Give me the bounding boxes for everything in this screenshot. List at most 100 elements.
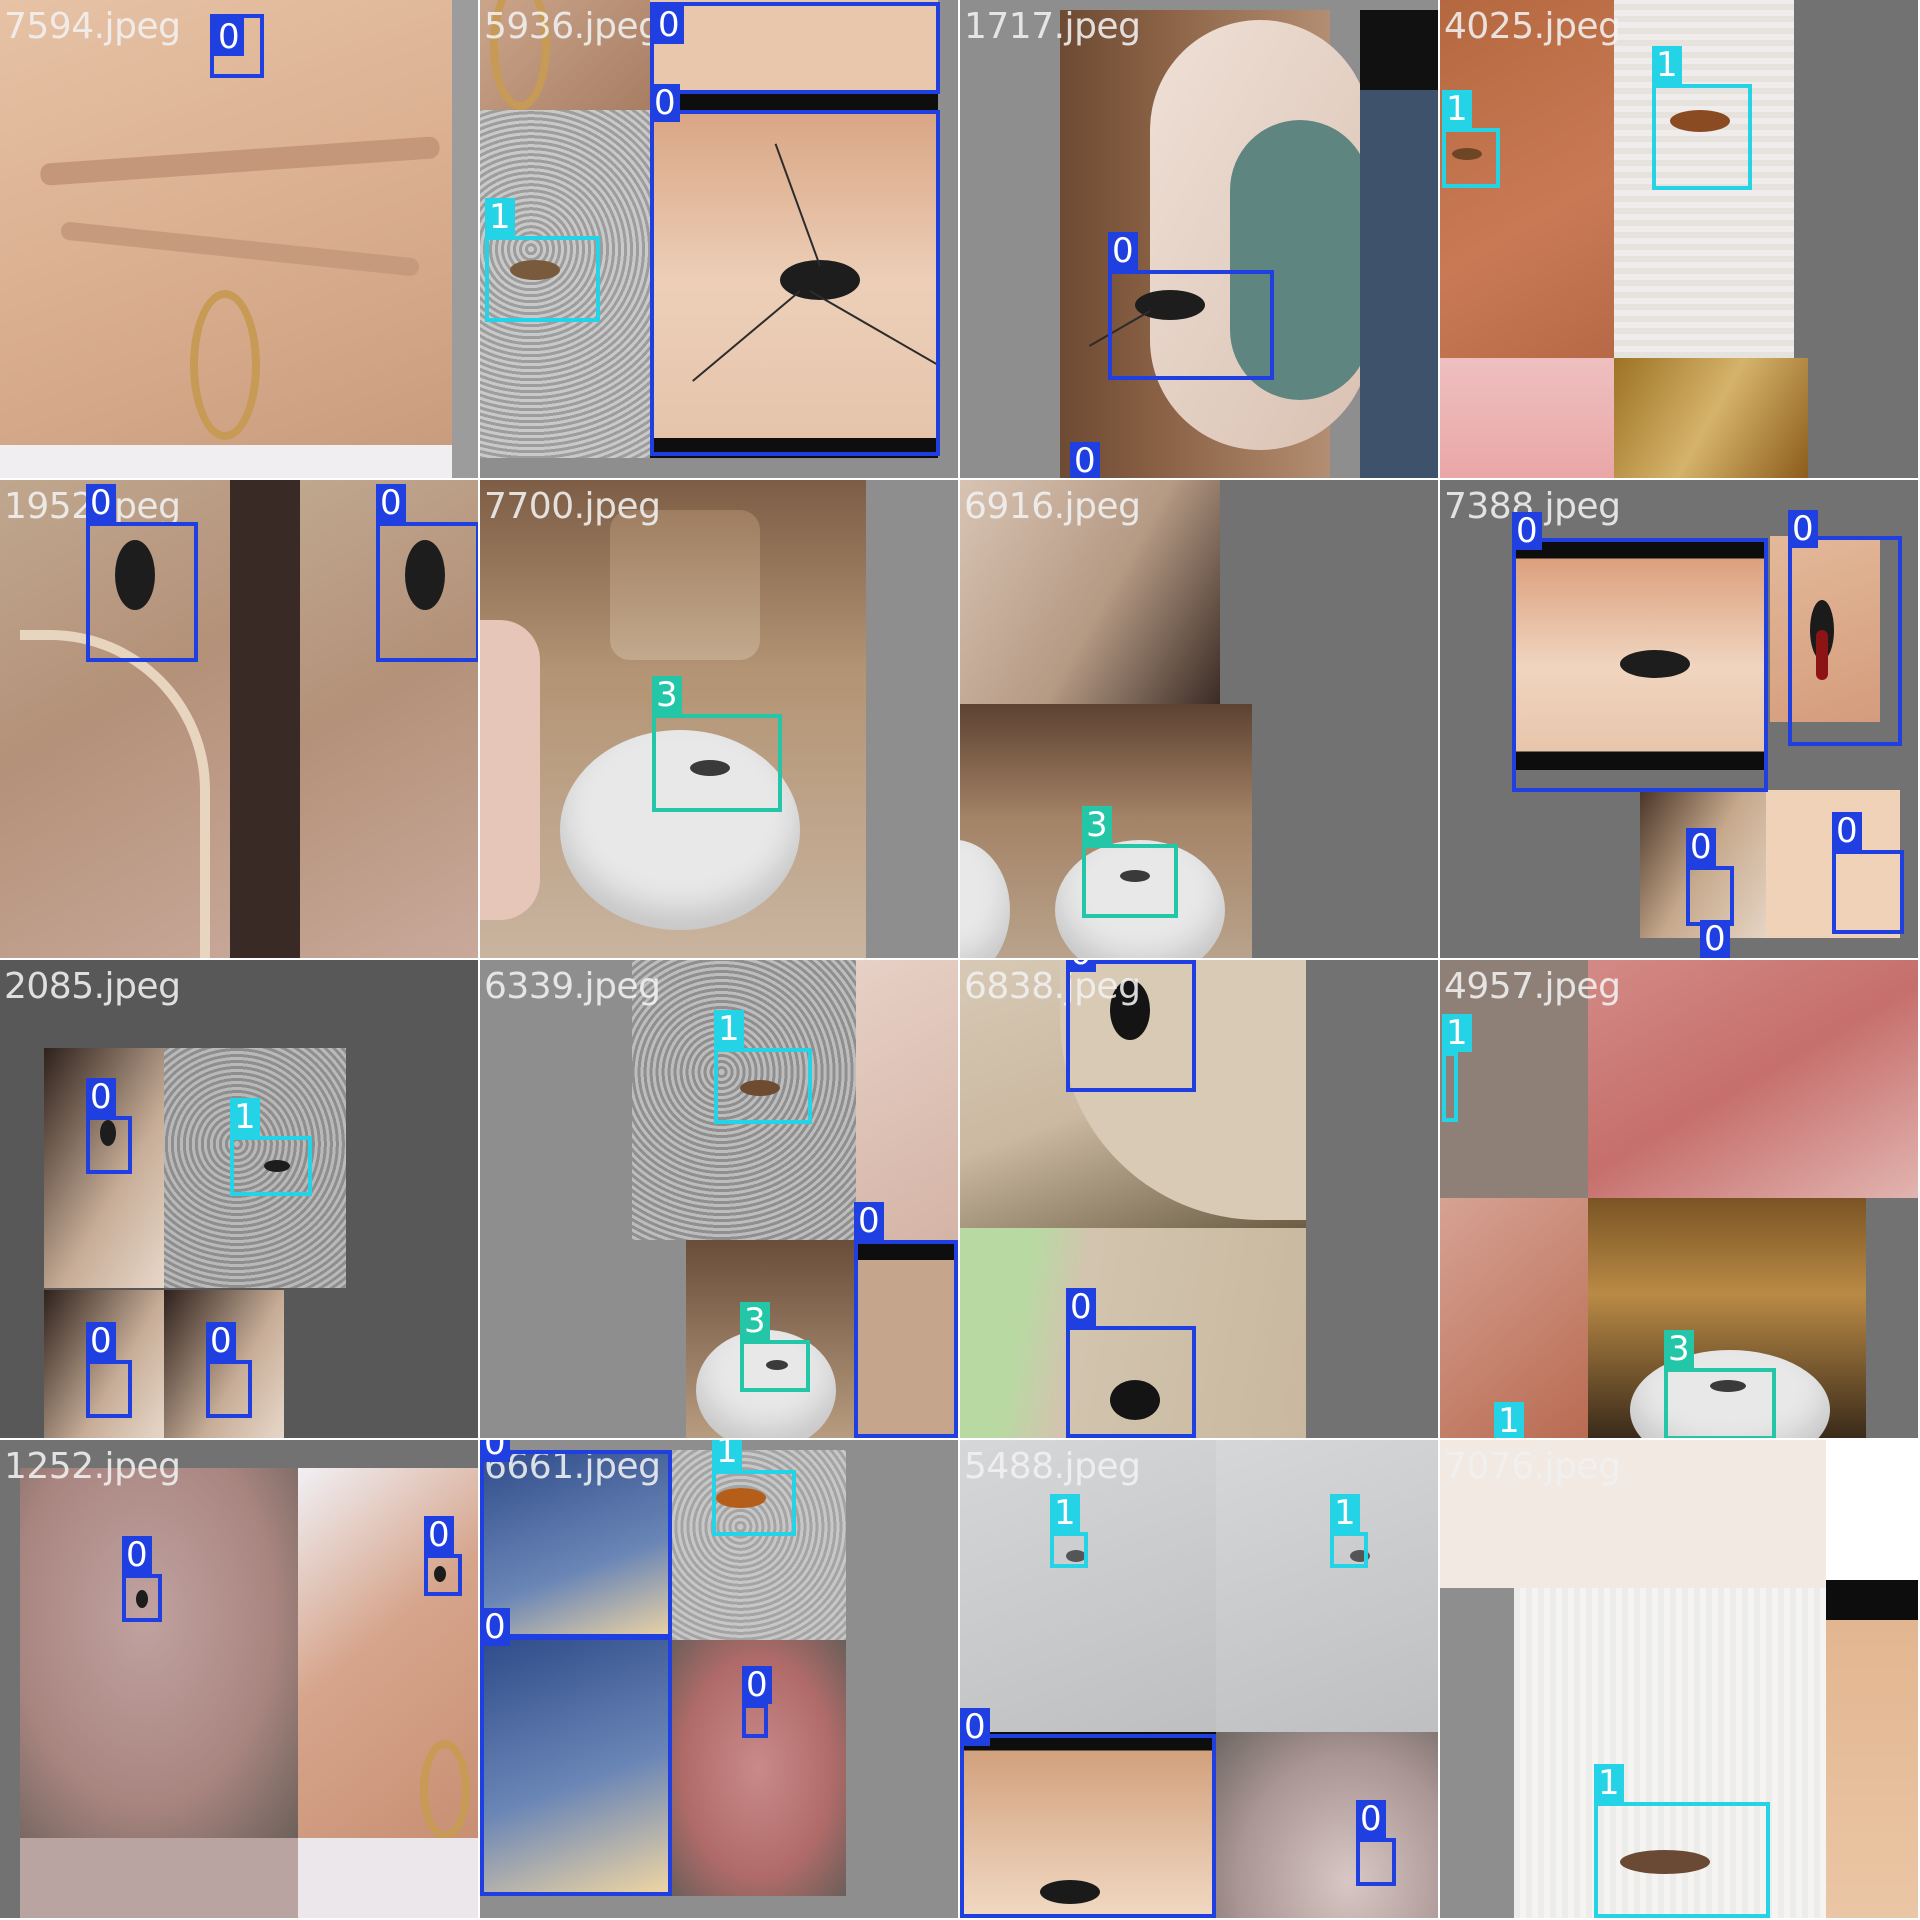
bounding-box: 0	[1788, 510, 1902, 746]
class-label: 0	[1686, 828, 1716, 866]
image-patch	[1440, 0, 1614, 358]
image-patch	[1440, 358, 1614, 478]
mosquito-shape	[780, 260, 860, 300]
class-label: 0	[214, 18, 244, 56]
class-label: 0	[480, 1608, 510, 1646]
class-label: 1	[485, 198, 515, 236]
bounding-box: 0	[1066, 1288, 1196, 1438]
class-label: 0	[1070, 442, 1100, 478]
mosaic-tile: 6916.jpeg 3	[960, 480, 1438, 958]
bounding-box: 0	[480, 1608, 672, 1896]
bottle-cap-shape	[560, 730, 800, 930]
class-label: 0	[1700, 920, 1730, 958]
mosquito-shape	[136, 1590, 148, 1608]
mosaic-tile: 7076.jpeg 1	[1440, 1440, 1918, 1918]
image-patch	[0, 445, 452, 478]
mosquito-shape	[434, 1566, 446, 1582]
bounding-box: 1	[1652, 46, 1752, 190]
mosaic-tile: 6339.jpeg 1 0 3	[480, 960, 958, 1438]
mosaic-tile: 5936.jpeg 0 0 1	[480, 0, 958, 478]
class-label: 0	[86, 1078, 116, 1116]
ring-shape	[420, 1740, 470, 1840]
image-patch	[1360, 90, 1438, 478]
image-patch	[1216, 1732, 1438, 1918]
mosaic-tile: 4025.jpeg 1 1	[1440, 0, 1918, 478]
bounding-box: 3	[1082, 806, 1178, 918]
class-label: 1	[1652, 46, 1682, 84]
image-patch	[20, 1468, 298, 1838]
class-label: 0	[1108, 232, 1138, 270]
image-patch	[1360, 10, 1438, 90]
mosquito-shape	[766, 1360, 788, 1370]
tile-filename: 4957.jpeg	[1444, 966, 1621, 1007]
image-patch	[480, 1450, 670, 1642]
bounding-box: 0	[86, 1322, 132, 1418]
bounding-box: 0	[122, 1536, 162, 1622]
class-label: 1	[1494, 1402, 1524, 1438]
image-patch	[1588, 960, 1918, 1198]
mosaic-tile: 7388.jpeg 0 0 0 0 0	[1440, 480, 1918, 958]
image-patch	[650, 92, 938, 110]
tile-filename: 7076.jpeg	[1444, 1446, 1621, 1487]
class-label: 0	[1356, 1800, 1386, 1838]
class-label: 3	[1664, 1330, 1694, 1368]
image-patch	[1826, 1620, 1918, 1918]
class-label: 0	[376, 484, 406, 522]
class-label: 0	[742, 1666, 772, 1704]
mosaic-tile: 6838.jpeg 0 0	[960, 960, 1438, 1438]
class-label: 0	[86, 1322, 116, 1360]
bottle-cap-shape	[1630, 1350, 1830, 1438]
mosaic-tile: 6661.jpeg 0 1 0 0	[480, 1440, 958, 1918]
image-patch	[20, 1838, 298, 1918]
bounding-box: 3	[1664, 1330, 1776, 1438]
mosquito-shape	[1110, 980, 1150, 1040]
mosquito-shape	[1620, 1850, 1710, 1874]
class-label: 0	[1832, 812, 1862, 850]
mosaic-tile: 5488.jpeg 1 1 0 0	[960, 1440, 1438, 1918]
class-label: 0	[650, 84, 680, 122]
image-patch	[632, 960, 856, 1240]
tile-filename: 5936.jpeg	[484, 6, 661, 47]
class-label: 0	[122, 1536, 152, 1574]
image-patch	[1826, 1440, 1918, 1580]
image-patch	[1826, 1580, 1918, 1620]
image-patch	[480, 110, 650, 458]
image-patch	[480, 1640, 670, 1896]
tile-filename: 7594.jpeg	[4, 6, 181, 47]
class-label: 0	[960, 1708, 990, 1746]
tile-filename: 4025.jpeg	[1444, 6, 1621, 47]
mosquito-shape	[1710, 1380, 1746, 1392]
image-patch	[1816, 630, 1828, 680]
bounding-box: 1	[712, 1440, 796, 1536]
bounding-box: 0	[1832, 812, 1904, 934]
image-patch	[670, 1450, 846, 1642]
mosquito-shape	[405, 540, 445, 610]
class-label: 1	[1594, 1764, 1624, 1802]
bounding-box: 0	[206, 1322, 252, 1418]
bounding-box: 0	[742, 1666, 772, 1738]
image-patch	[164, 1048, 346, 1288]
class-label: 1	[1050, 1494, 1080, 1532]
mosquito-shape	[740, 1080, 780, 1096]
image-patch	[960, 480, 1220, 704]
class-label: 1	[1442, 90, 1472, 128]
image-patch	[960, 1440, 1216, 1732]
class-label: 1	[712, 1440, 742, 1470]
bounding-box: 0	[424, 1516, 462, 1596]
image-patch	[480, 620, 540, 920]
ring-shape	[190, 290, 260, 440]
class-label: 3	[1082, 806, 1112, 844]
bounding-box: 1	[1442, 1014, 1472, 1122]
class-label: 1	[714, 1010, 744, 1048]
bounding-box: 0	[1686, 828, 1734, 926]
mosquito-shape	[1452, 148, 1482, 160]
mosquito-shape	[1040, 1880, 1100, 1904]
tile-filename: 1252.jpeg	[4, 1446, 181, 1487]
class-label: 0	[1066, 960, 1096, 972]
class-label: 3	[740, 1302, 770, 1340]
image-patch	[1440, 1440, 1826, 1588]
image-patch	[856, 1240, 958, 1438]
tile-filename: 5488.jpeg	[964, 1446, 1141, 1487]
mosquito-shape	[510, 260, 560, 280]
